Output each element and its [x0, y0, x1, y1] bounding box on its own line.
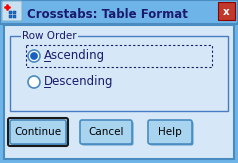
FancyBboxPatch shape	[218, 2, 235, 20]
Text: x: x	[223, 7, 230, 17]
Text: Ascending: Ascending	[44, 50, 105, 62]
FancyBboxPatch shape	[26, 45, 212, 67]
Text: Continue: Continue	[15, 127, 62, 137]
Text: Crosstabs: Table Format: Crosstabs: Table Format	[27, 7, 188, 21]
FancyBboxPatch shape	[148, 120, 192, 144]
Circle shape	[30, 52, 38, 59]
FancyBboxPatch shape	[11, 121, 68, 146]
FancyBboxPatch shape	[9, 11, 12, 14]
Circle shape	[28, 76, 40, 88]
FancyBboxPatch shape	[13, 15, 16, 18]
Text: Row Order: Row Order	[22, 31, 77, 41]
Text: Cancel: Cancel	[88, 127, 124, 137]
FancyBboxPatch shape	[0, 0, 238, 24]
FancyBboxPatch shape	[10, 120, 66, 144]
Circle shape	[28, 50, 40, 62]
FancyBboxPatch shape	[81, 121, 134, 146]
FancyBboxPatch shape	[9, 15, 12, 18]
FancyBboxPatch shape	[80, 120, 132, 144]
FancyBboxPatch shape	[10, 36, 228, 111]
FancyBboxPatch shape	[2, 1, 22, 21]
Text: Help: Help	[158, 127, 182, 137]
FancyBboxPatch shape	[4, 25, 234, 159]
Text: Descending: Descending	[44, 75, 114, 89]
FancyBboxPatch shape	[13, 11, 16, 14]
FancyBboxPatch shape	[149, 121, 193, 146]
